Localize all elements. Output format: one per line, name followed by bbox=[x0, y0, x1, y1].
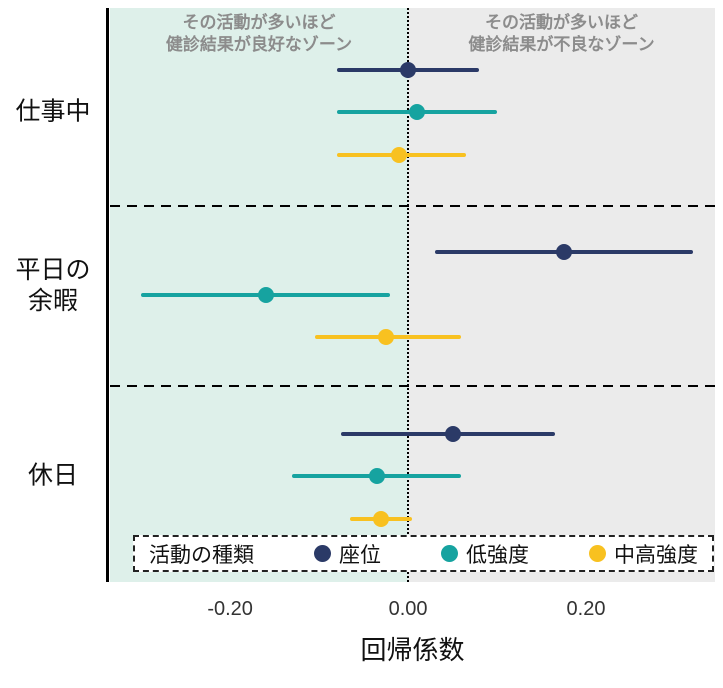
point-estimate-weekday-leisure-moderate-vigorous bbox=[377, 329, 394, 345]
legend: 活動の種類 座位 低強度 中高強度 bbox=[133, 535, 714, 572]
panel-divider bbox=[110, 205, 715, 207]
point-estimate-holiday-light-intensity bbox=[368, 468, 385, 484]
x-tick-label: 0.00 bbox=[388, 598, 428, 620]
data-marks-layer bbox=[110, 8, 715, 582]
legend-item-sedentary: 座位 bbox=[314, 539, 381, 569]
x-axis-title: 回帰係数 bbox=[360, 635, 465, 665]
point-estimate-work-light-intensity bbox=[408, 104, 425, 120]
x-tick-label: 0.20 bbox=[566, 598, 606, 620]
legend-title: 活動の種類 bbox=[149, 543, 254, 567]
y-axis-label-weekday-leisure: 平日の 余暇 bbox=[15, 256, 91, 315]
point-estimate-holiday-moderate-vigorous bbox=[373, 511, 390, 527]
zone-good-label: その活動が多いほど 健診結果が良好なゾーン bbox=[165, 13, 353, 54]
legend-item-moderate-vigorous: 中高強度 bbox=[589, 539, 698, 569]
plot-area: その活動が多いほど 健診結果が良好なゾーン その活動が多いほど 健診結果が不良な… bbox=[110, 8, 715, 582]
point-estimate-weekday-leisure-light-intensity bbox=[257, 287, 274, 303]
point-estimate-work-moderate-vigorous bbox=[391, 147, 408, 163]
legend-item-label-sedentary: 座位 bbox=[339, 543, 381, 567]
legend-dot-sedentary bbox=[314, 545, 331, 562]
y-axis-line bbox=[106, 8, 109, 582]
legend-item-label-moderate-vigorous: 中高強度 bbox=[614, 543, 698, 567]
legend-item-label-light-intensity: 低強度 bbox=[466, 543, 529, 567]
point-estimate-work-sedentary bbox=[400, 62, 417, 78]
point-estimate-weekday-leisure-sedentary bbox=[555, 244, 572, 260]
point-estimate-holiday-sedentary bbox=[444, 426, 461, 442]
legend-dot-light-intensity bbox=[441, 545, 458, 562]
legend-dot-moderate-vigorous bbox=[589, 545, 606, 562]
panel-divider bbox=[110, 385, 715, 387]
y-axis-label-holiday: 休日 bbox=[27, 461, 78, 490]
x-tick-label: -0.20 bbox=[207, 598, 253, 620]
zero-reference-line bbox=[407, 8, 410, 582]
legend-item-light-intensity: 低強度 bbox=[441, 539, 529, 569]
y-axis-label-work: 仕事中 bbox=[15, 97, 91, 126]
zone-bad-label: その活動が多いほど 健診結果が不良なゾーン bbox=[468, 13, 655, 54]
zone-bad-background bbox=[408, 8, 715, 582]
